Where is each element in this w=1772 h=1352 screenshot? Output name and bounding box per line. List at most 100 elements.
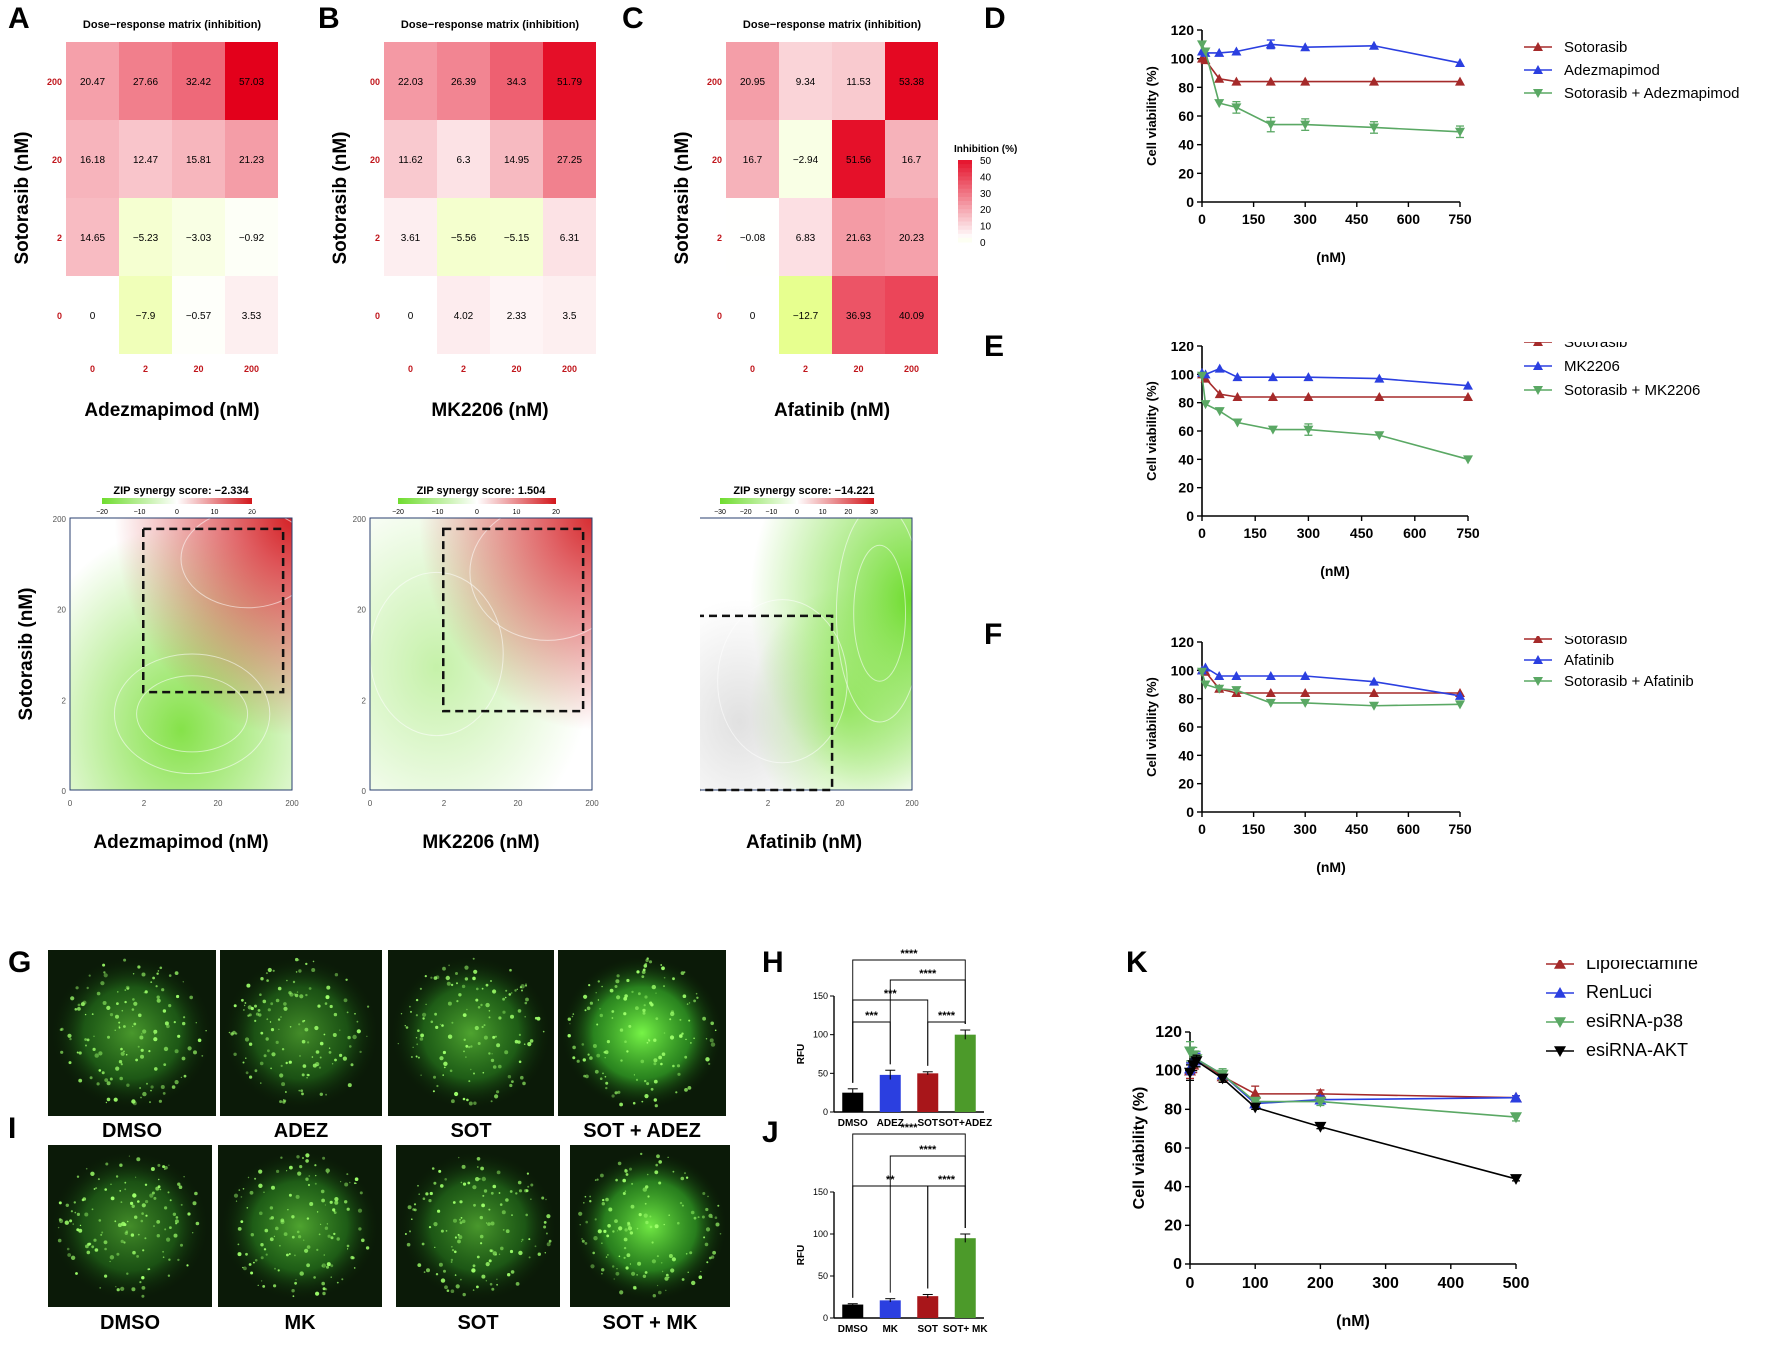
fluorescent-speck (490, 1100, 493, 1103)
fluorescent-speck (658, 1160, 662, 1164)
fluorescent-speck (201, 1055, 204, 1057)
fluorescent-speck (441, 1024, 444, 1027)
fluorescent-speck (642, 1011, 646, 1015)
fluorescent-speck (500, 1246, 504, 1251)
fluorescent-speck (131, 1204, 135, 1208)
fluorescent-speck (197, 1038, 202, 1043)
fluorescent-speck (496, 1043, 501, 1048)
fluorescent-speck (323, 1033, 326, 1036)
data-point (1200, 400, 1211, 410)
fluorescent-speck (150, 981, 153, 983)
data-point (1249, 1096, 1262, 1108)
fluorescent-speck (667, 1276, 670, 1279)
fluorescent-speck (298, 1235, 302, 1239)
fluorescent-speck (653, 1062, 657, 1066)
synergy-contour (853, 544, 907, 682)
fluorescent-speck (526, 1172, 529, 1175)
fluorescent-speck (232, 1030, 236, 1035)
fluorescent-speck (280, 1218, 285, 1223)
fluorescent-speck (461, 1164, 466, 1169)
fluorescent-speck (141, 972, 146, 977)
fluorescent-speck (719, 1233, 722, 1235)
fluorescent-speck (145, 1200, 149, 1204)
fluorescent-speck (697, 1216, 700, 1219)
fluorescent-speck (150, 1089, 152, 1092)
fluorescent-speck (283, 1232, 288, 1236)
fluorescent-speck (77, 1007, 81, 1011)
fluorescent-speck (86, 986, 89, 990)
y-tick-label: 50 (818, 1271, 828, 1281)
fluorescent-speck (509, 1249, 514, 1254)
fluorescent-speck (178, 1185, 183, 1189)
fluorescent-speck (458, 993, 462, 997)
fluorescent-speck (584, 1009, 587, 1012)
fluorescent-speck (454, 1250, 457, 1254)
synergy-scale-tick: 0 (175, 509, 179, 516)
fluorescent-speck (649, 1215, 652, 1218)
fluorescent-speck (240, 1196, 243, 1198)
fluorescent-speck (319, 1092, 323, 1096)
fluorescent-speck (292, 980, 296, 984)
fluorescent-speck (624, 1040, 627, 1043)
fluorescent-speck (330, 1236, 334, 1240)
fluorescent-speck (344, 1182, 349, 1187)
fluorescent-speck (126, 1272, 129, 1275)
category-label: SOT+ MK (943, 1324, 989, 1335)
fluorescent-speck (646, 1082, 650, 1086)
fluorescent-speck (623, 1237, 628, 1242)
fluorescent-speck (153, 1037, 158, 1042)
fluorescent-speck (254, 1259, 258, 1262)
fluorescent-speck (144, 1237, 147, 1240)
fluorescent-speck (65, 1203, 69, 1207)
fluorescent-speck (85, 1044, 87, 1047)
panel-letter-i: I (8, 1112, 17, 1145)
fluorescent-speck (181, 1056, 186, 1061)
image-g-sot-adez (558, 950, 726, 1116)
fluorescent-speck (445, 975, 450, 981)
fluorescent-speck (462, 1013, 467, 1017)
fluorescent-speck (571, 1015, 574, 1018)
fluorescent-speck (491, 1287, 495, 1291)
fluorescent-speck (358, 1227, 362, 1231)
fluorescent-speck (354, 1182, 356, 1185)
fluorescent-speck (597, 980, 600, 983)
series-line (1201, 43, 1461, 64)
fluorescent-speck (354, 1013, 356, 1015)
fluorescent-speck (658, 1290, 662, 1295)
fluorescent-speck (656, 1255, 659, 1258)
fluorescent-speck (695, 992, 698, 995)
fluorescent-speck (418, 1193, 420, 1195)
matrix-cell-label: 27.66 (133, 77, 158, 88)
fluorescent-speck (661, 1270, 664, 1273)
fluorescent-speck (107, 1035, 110, 1039)
fluorescent-speck (78, 1228, 83, 1233)
fluorescent-speck (429, 1191, 433, 1196)
fluorescent-speck (325, 995, 330, 1000)
fluorescent-speck (193, 1050, 197, 1055)
y-tick-label: 150 (813, 991, 828, 1001)
fluorescent-speck (711, 1216, 713, 1219)
fluorescent-speck (516, 988, 518, 990)
fluorescent-speck (237, 1227, 242, 1231)
synergy-scale-tick: 20 (248, 509, 256, 516)
significance-label: **** (919, 1144, 937, 1156)
data-point (1554, 960, 1566, 969)
fluorescent-speck (567, 1017, 571, 1021)
data-point (1265, 698, 1276, 708)
fluorescent-speck (690, 1042, 692, 1044)
x-tick-label: 300 (1294, 821, 1318, 837)
fluorescent-speck (318, 1233, 321, 1236)
fluorescent-speck (118, 1026, 121, 1029)
x-tick-label: 600 (1397, 821, 1421, 837)
matrix-x-tick: 0 (750, 364, 755, 374)
fluorescent-speck (124, 1000, 127, 1004)
fluorescent-speck (299, 1271, 304, 1276)
fluorescent-speck (623, 1246, 627, 1250)
fluorescent-speck (355, 1182, 357, 1184)
fluorescent-speck (440, 1278, 446, 1283)
fluorescent-speck (299, 1165, 303, 1169)
fluorescent-speck (311, 968, 316, 972)
matrix-cell (437, 276, 490, 354)
fluorescent-speck (133, 1022, 137, 1026)
